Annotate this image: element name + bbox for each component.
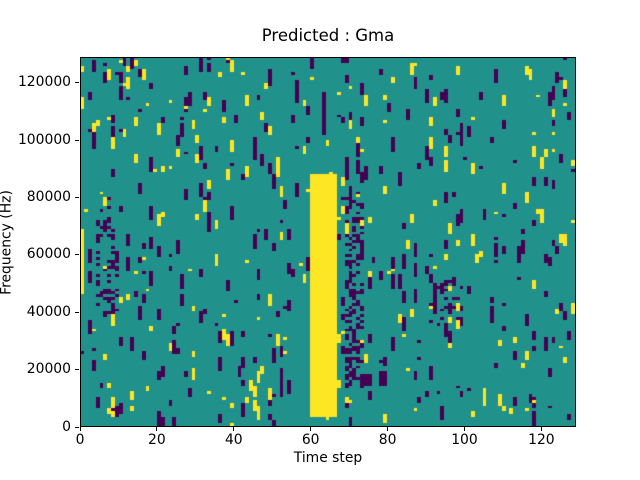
x-tick-label: 0 [75,432,85,448]
x-tick-mark [156,427,158,431]
x-tick-mark [310,427,312,431]
y-tick-label: 0 [62,418,71,435]
y-tick-mark [75,197,79,199]
y-tick-label: 120000 [17,74,71,91]
x-tick-label: 60 [301,432,320,448]
plot-area [80,57,576,427]
heatmap-canvas [81,58,575,426]
x-tick-mark [233,427,235,431]
x-tick-label: 120 [528,432,555,448]
x-tick-label: 100 [451,432,478,448]
y-tick-label: 80000 [26,189,71,206]
x-tick-mark [79,427,81,431]
y-tick-mark [75,369,79,371]
y-tick-mark [75,426,79,428]
y-tick-mark [75,311,79,313]
y-tick-label: 100000 [17,131,71,148]
y-tick-mark [75,254,79,256]
chart-title: Predicted : Gma [261,26,395,45]
x-tick-label: 40 [224,432,243,448]
x-tick-label: 80 [378,432,397,448]
x-axis-label: Time step [293,450,363,466]
y-tick-label: 20000 [26,361,71,378]
x-tick-mark [540,427,542,431]
y-tick-label: 40000 [26,303,71,320]
x-tick-mark [463,427,465,431]
x-tick-mark [387,427,389,431]
y-tick-label: 60000 [26,246,71,263]
y-tick-mark [75,82,79,84]
y-tick-mark [75,139,79,141]
x-tick-label: 20 [148,432,166,448]
